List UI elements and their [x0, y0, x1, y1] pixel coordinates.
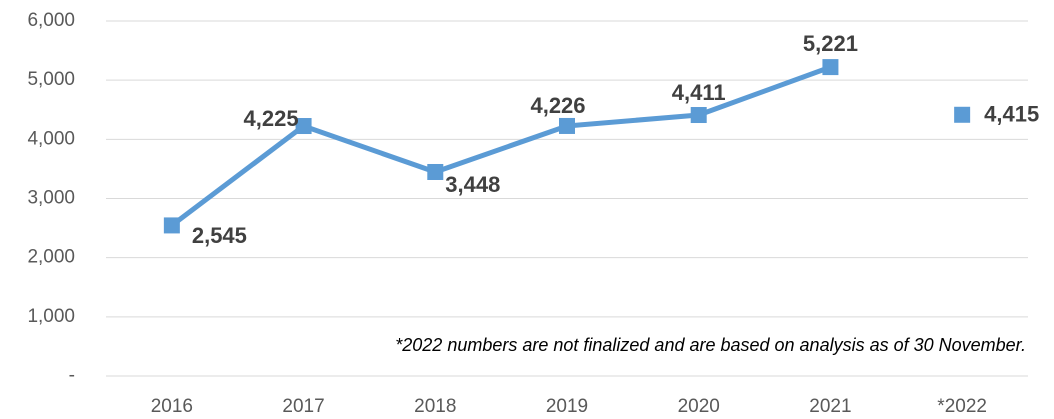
y-tick-label: 4,000	[27, 128, 75, 149]
x-tick-label: 2019	[546, 396, 588, 417]
x-tick-label: 2021	[809, 396, 851, 417]
x-tick-label: 2020	[678, 396, 720, 417]
marker	[163, 217, 180, 234]
data-label: 4,226	[530, 93, 585, 118]
marker	[690, 107, 707, 124]
data-label: 3,448	[445, 172, 500, 197]
data-label: 4,225	[244, 106, 299, 131]
data-label: 2,545	[192, 223, 247, 248]
y-tick-label: 2,000	[27, 247, 75, 268]
y-tick-label: 1,000	[27, 306, 75, 327]
data-label: 4,415	[984, 102, 1039, 127]
marker	[295, 118, 312, 135]
y-tick-label: 5,000	[27, 69, 75, 90]
x-tick-label: *2022	[937, 396, 987, 417]
marker	[559, 117, 575, 134]
x-tick-label: 2017	[282, 396, 324, 417]
x-tick-label: 2018	[414, 396, 456, 417]
marker	[822, 59, 839, 76]
annotation: *2022 numbers are not finalized and are …	[395, 335, 1026, 355]
y-tick-label: 6,000	[27, 10, 75, 31]
marker	[954, 106, 971, 123]
x-tick-label: 2016	[151, 396, 193, 417]
line	[170, 64, 832, 228]
marker	[427, 163, 444, 180]
y-tick-label: 3,000	[27, 188, 75, 209]
data-label: 4,411	[672, 80, 726, 105]
data-label: 5,221	[803, 31, 858, 56]
y-tick-label: -	[69, 365, 75, 386]
